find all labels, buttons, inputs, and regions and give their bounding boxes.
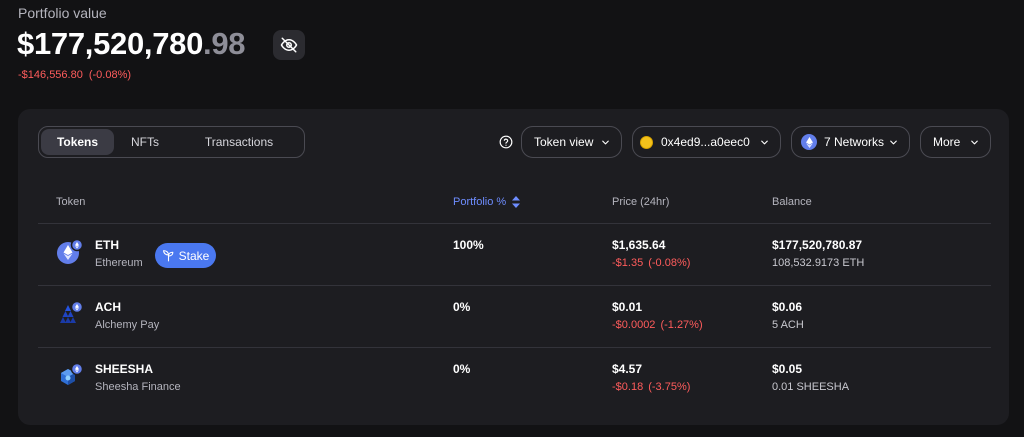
- token-name: Alchemy Pay: [95, 319, 160, 331]
- portfolio-percent: 0%: [453, 362, 471, 376]
- token-name: Sheesha Finance: [95, 381, 181, 393]
- divider: [38, 223, 991, 224]
- tab-tokens[interactable]: Tokens: [41, 129, 114, 155]
- price-change: -$0.18 (-3.75%): [612, 381, 690, 393]
- portfolio-value-main: $177,520,780: [17, 26, 204, 61]
- stake-button[interactable]: Stake: [155, 243, 216, 268]
- token-symbol: ETH: [95, 238, 119, 252]
- token-price: $0.01: [612, 300, 643, 314]
- token-view-label: Token view: [534, 135, 594, 149]
- token-row-sheesha[interactable]: SHEESHA Sheesha Finance 0% $4.57 -$0.18 (…: [18, 348, 1009, 410]
- networks-dropdown[interactable]: 7 Networks: [791, 126, 910, 158]
- column-header-token: Token: [56, 196, 86, 208]
- token-price: $1,635.64: [612, 238, 666, 252]
- price-change: -$1.35 (-0.08%): [612, 257, 690, 269]
- chevron-down-icon: [600, 137, 611, 148]
- more-dropdown[interactable]: More: [920, 126, 991, 158]
- price-change: -$0.0002 (-1.27%): [612, 319, 703, 331]
- token-symbol: ACH: [95, 300, 121, 314]
- eth-network-icon: [801, 134, 817, 150]
- balance-usd: $0.05: [772, 362, 803, 376]
- tab-transactions[interactable]: Transactions: [204, 135, 274, 149]
- assets-panel: Tokens NFTs Transactions Token view 0x4e…: [18, 109, 1009, 425]
- price-change-value: -$0.18: [612, 381, 644, 393]
- account-avatar-icon: [640, 135, 653, 149]
- portfolio-change-pct: (-0.08%): [88, 69, 132, 81]
- price-change-value: -$1.35: [612, 257, 644, 269]
- token-row-eth[interactable]: ETH Ethereum Stake 100% $1,635.64 -$1.35…: [18, 224, 1009, 286]
- portfolio-change: -$146,556.80 (-0.08%): [18, 69, 131, 81]
- portfolio-value: $177,520,780.98: [17, 26, 246, 62]
- balance-token: 0.01 SHEESHA: [772, 381, 850, 393]
- eye-off-icon: [280, 37, 298, 53]
- balance-token: 108,532.9173 ETH: [772, 257, 865, 269]
- help-circle-icon[interactable]: [499, 135, 513, 149]
- column-header-portfolio-label: Portfolio %: [453, 196, 507, 208]
- divider: [38, 347, 991, 348]
- token-view-dropdown[interactable]: Token view: [521, 126, 622, 158]
- stake-label: Stake: [178, 248, 210, 263]
- account-address: 0x4ed9...a0eec0: [661, 135, 750, 149]
- price-change-pct: (-3.75%): [648, 381, 691, 393]
- balance-usd: $0.06: [772, 300, 803, 314]
- price-change-pct: (-0.08%): [648, 257, 691, 269]
- networks-label: 7 Networks: [824, 135, 885, 149]
- token-name: Ethereum: [95, 257, 143, 269]
- portfolio-change-value: -$146,556.80: [18, 69, 83, 81]
- column-header-portfolio[interactable]: Portfolio %: [453, 196, 521, 208]
- token-symbol: SHEESHA: [95, 362, 154, 376]
- balance-usd: $177,520,780.87: [772, 238, 863, 252]
- token-price: $4.57: [612, 362, 643, 376]
- sheesha-icon: [61, 363, 84, 385]
- chevron-down-icon: [969, 137, 980, 148]
- token-row-ach[interactable]: ACH Alchemy Pay 0% $0.01 -$0.0002 (-1.27%…: [18, 286, 1009, 348]
- chevron-down-icon: [888, 137, 899, 148]
- portfolio-value-cents: .98: [203, 26, 246, 61]
- tabs-group: Tokens NFTs Transactions: [38, 126, 305, 158]
- price-change-value: -$0.0002: [612, 319, 656, 331]
- column-header-balance: Balance: [772, 196, 812, 208]
- chevron-down-icon: [759, 137, 770, 148]
- account-dropdown[interactable]: 0x4ed9...a0eec0: [632, 126, 781, 158]
- divider: [38, 285, 991, 286]
- portfolio-percent: 100%: [453, 238, 484, 252]
- more-label: More: [933, 135, 961, 149]
- portfolio-label: Portfolio value: [18, 5, 107, 21]
- column-header-price: Price (24hr): [612, 196, 670, 208]
- tab-nfts[interactable]: NFTs: [131, 135, 159, 149]
- balance-token: 5 ACH: [772, 319, 804, 331]
- eth-icon: [57, 239, 84, 264]
- sprout-icon: [162, 250, 174, 262]
- sort-icon: [512, 196, 521, 208]
- price-change-pct: (-1.27%): [660, 319, 703, 331]
- ach-icon: [60, 301, 84, 323]
- hide-balance-button[interactable]: [273, 30, 305, 60]
- portfolio-percent: 0%: [453, 300, 471, 314]
